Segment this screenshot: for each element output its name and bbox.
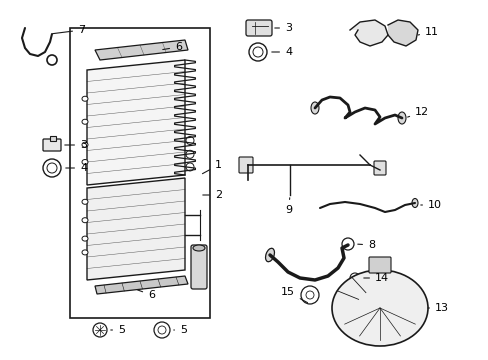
Text: 6: 6 <box>137 290 155 300</box>
Ellipse shape <box>82 96 88 101</box>
Text: 3: 3 <box>64 140 87 150</box>
Polygon shape <box>95 40 187 60</box>
Ellipse shape <box>310 102 318 114</box>
Ellipse shape <box>397 112 405 124</box>
Text: 15: 15 <box>281 287 307 303</box>
Bar <box>70 28 209 318</box>
Polygon shape <box>95 276 187 294</box>
Text: 3: 3 <box>274 23 291 33</box>
Text: 12: 12 <box>407 107 428 117</box>
Ellipse shape <box>82 199 88 204</box>
Text: 11: 11 <box>417 27 438 37</box>
FancyBboxPatch shape <box>191 245 206 289</box>
Ellipse shape <box>82 236 88 241</box>
FancyBboxPatch shape <box>245 20 271 36</box>
Text: 7: 7 <box>53 25 85 35</box>
Ellipse shape <box>265 248 274 262</box>
FancyBboxPatch shape <box>43 139 61 151</box>
Ellipse shape <box>331 270 427 346</box>
Ellipse shape <box>411 198 417 207</box>
Text: 4: 4 <box>66 163 87 173</box>
Ellipse shape <box>82 142 88 147</box>
Ellipse shape <box>82 119 88 124</box>
FancyBboxPatch shape <box>368 257 390 273</box>
Text: 5: 5 <box>111 325 125 335</box>
Ellipse shape <box>82 218 88 223</box>
Polygon shape <box>349 20 387 46</box>
Polygon shape <box>387 20 417 46</box>
Polygon shape <box>87 178 184 280</box>
Ellipse shape <box>193 245 204 251</box>
Ellipse shape <box>82 250 88 255</box>
Text: 4: 4 <box>271 47 291 57</box>
Text: 10: 10 <box>420 200 441 210</box>
FancyBboxPatch shape <box>373 161 385 175</box>
Text: 6: 6 <box>163 42 182 52</box>
Ellipse shape <box>82 159 88 165</box>
Text: 14: 14 <box>363 273 388 283</box>
FancyBboxPatch shape <box>239 157 252 173</box>
Text: 5: 5 <box>173 325 186 335</box>
Polygon shape <box>87 60 184 185</box>
Bar <box>50 136 56 141</box>
Text: 2: 2 <box>203 190 222 200</box>
Text: 1: 1 <box>202 160 222 174</box>
Text: 8: 8 <box>357 240 374 250</box>
Text: 13: 13 <box>427 303 448 313</box>
Text: 9: 9 <box>285 198 291 215</box>
